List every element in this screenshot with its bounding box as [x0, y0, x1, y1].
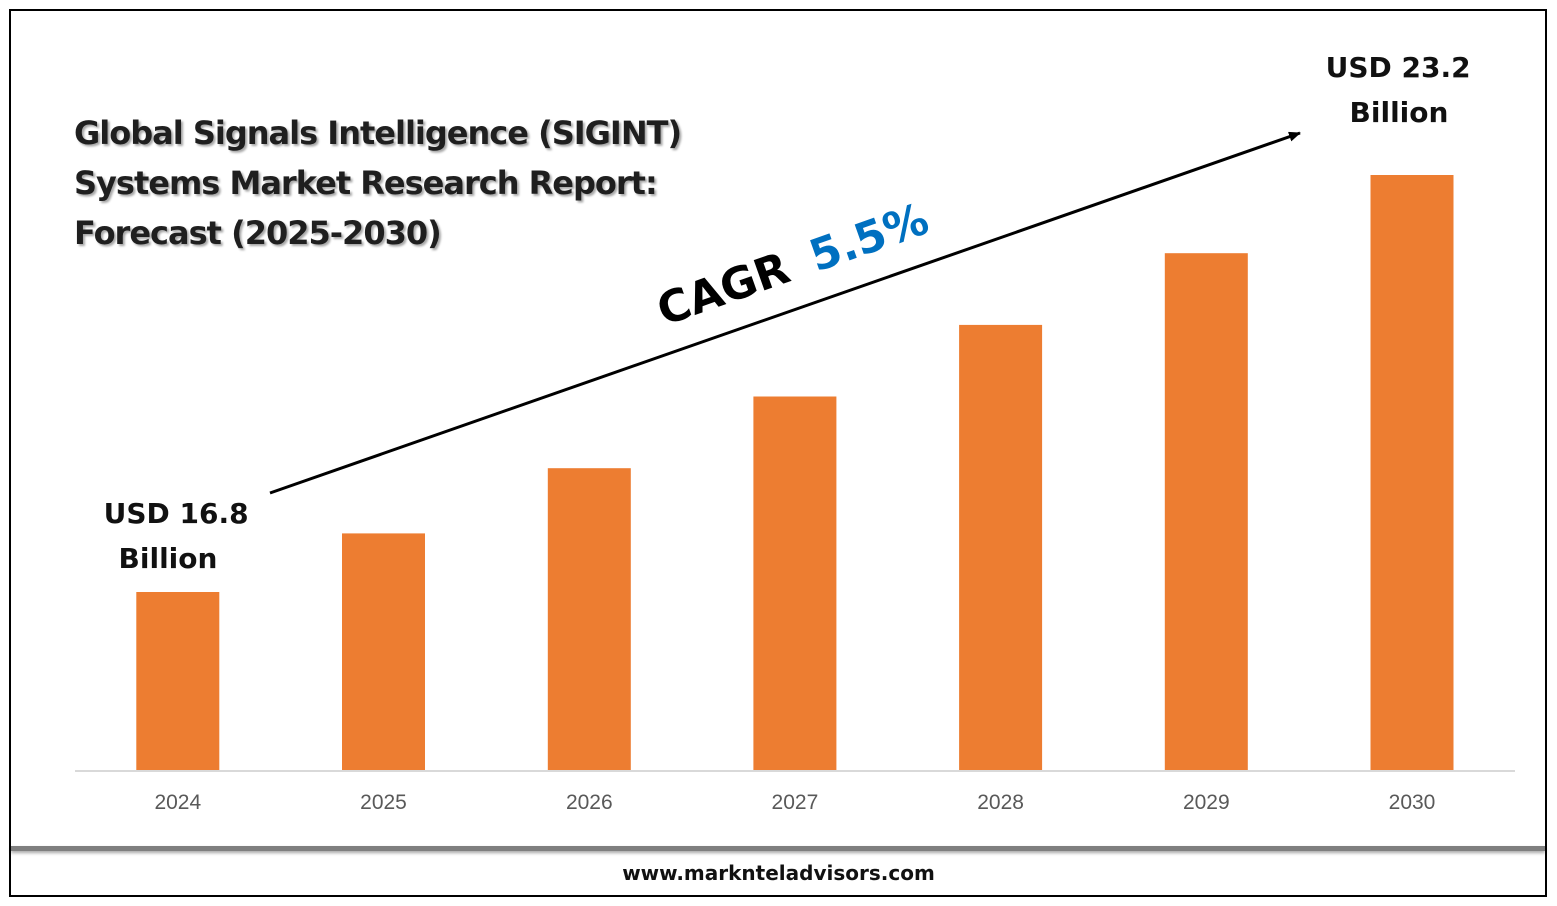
title-line-1: Global Signals Intelligence (SIGINT) [74, 114, 682, 152]
cagr-value: 5.5% [803, 194, 935, 283]
cagr-label: CAGR [651, 243, 797, 337]
x-tick-label-2026: 2026 [566, 791, 613, 814]
title-line-2: Systems Market Research Report: [74, 164, 658, 202]
end-value-amount: USD 23.2 [1326, 51, 1471, 84]
end-value-label: USD 23.2 Billion [1326, 51, 1481, 129]
cagr-arrow [269, 131, 1301, 495]
x-tick-label-2030: 2030 [1389, 791, 1436, 814]
x-tick-label-2028: 2028 [977, 791, 1024, 814]
x-tick-label-2027: 2027 [772, 791, 819, 814]
bar-2028 [959, 324, 1043, 770]
footer-divider [11, 846, 1545, 851]
x-tick-label-2024: 2024 [154, 791, 201, 814]
end-value-unit: Billion [1350, 96, 1449, 129]
bar-2024 [136, 592, 220, 770]
bar-2029 [1164, 253, 1248, 770]
bar-2025 [342, 533, 425, 770]
x-tick-labels: 2024 2025 2026 2027 2028 2029 2030 [154, 791, 1435, 814]
bar-2027 [753, 396, 837, 770]
x-tick-label-2025: 2025 [360, 791, 407, 814]
start-value-amount: USD 16.8 [104, 497, 249, 530]
footer-url[interactable]: www.marknteladvisors.com [622, 861, 935, 885]
title-line-3: Forecast (2025-2030) [74, 214, 442, 252]
x-tick-label-2029: 2029 [1183, 791, 1230, 814]
cagr-annotation: CAGR 5.5% [651, 194, 935, 337]
bars-group [136, 175, 1454, 770]
start-value-unit: Billion [119, 542, 218, 575]
bar-2030 [1370, 175, 1454, 770]
start-value-label: USD 16.8 Billion [104, 497, 259, 575]
bar-2026 [547, 468, 631, 770]
chart-title: Global Signals Intelligence (SIGINT) Sys… [74, 108, 714, 258]
